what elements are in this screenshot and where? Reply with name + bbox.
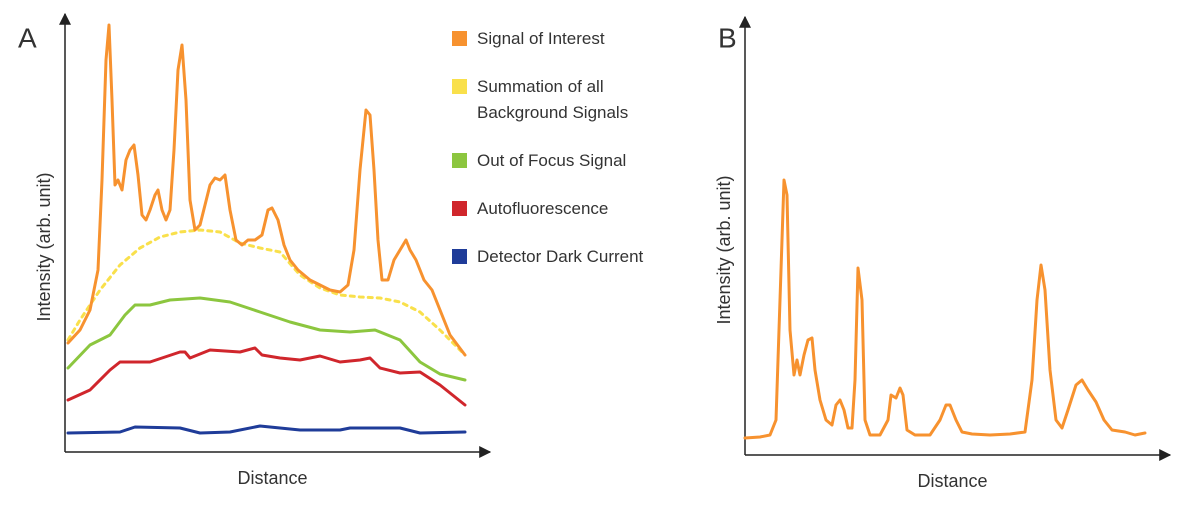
legend-label: Autofluorescence: [477, 199, 609, 218]
legend-item: Autofluorescence: [452, 196, 657, 222]
line-series: [66, 296, 467, 382]
line-series: [66, 346, 467, 407]
legend-swatch: [452, 79, 467, 94]
legend-label: Signal of Interest: [477, 29, 605, 48]
y-axis-label: Intensity (arb. unit): [34, 172, 54, 321]
legend-label: Out of Focus Signal: [477, 151, 627, 170]
x-axis-label: Distance: [237, 468, 307, 488]
line-series: [66, 424, 467, 435]
legend: Signal of Interest Summation of all Backg…: [452, 26, 657, 292]
legend-swatch: [452, 201, 467, 216]
line-series: [66, 228, 467, 357]
legend-label: Summation of all Background Signals: [477, 77, 629, 122]
legend-item: Summation of all Background Signals: [452, 74, 657, 126]
legend-item: Detector Dark Current: [452, 244, 657, 270]
legend-label: Detector Dark Current: [477, 247, 644, 266]
y-axis-label: Intensity (arb. unit): [714, 175, 734, 324]
legend-swatch: [452, 31, 467, 46]
legend-item: Signal of Interest: [452, 26, 657, 52]
line-series: [743, 178, 1147, 440]
legend-item: Out of Focus Signal: [452, 148, 657, 174]
x-axis-label: Distance: [917, 471, 987, 491]
panel-label: B: [718, 22, 737, 53]
panel-label: A: [18, 22, 37, 53]
legend-swatch: [452, 249, 467, 264]
legend-swatch: [452, 153, 467, 168]
line-series: [66, 23, 467, 357]
